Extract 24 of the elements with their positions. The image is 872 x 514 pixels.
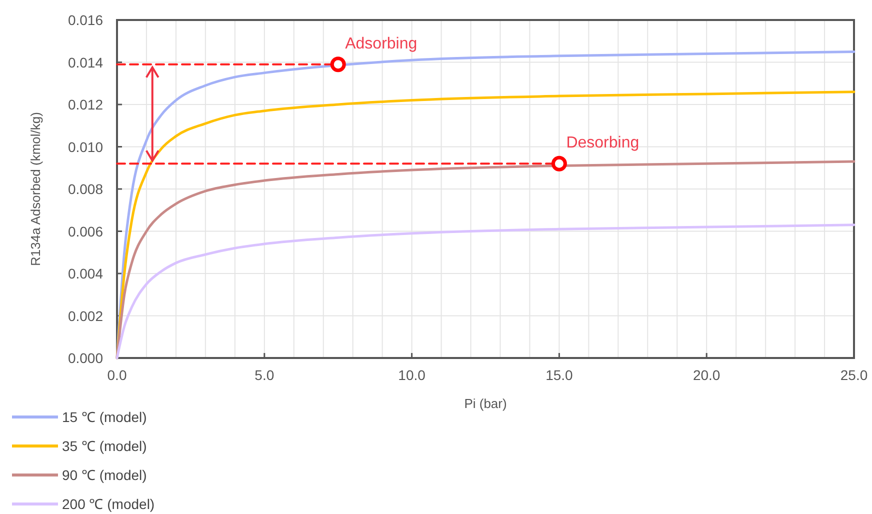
x-tick-label: 0.0 — [107, 367, 127, 383]
y-tick-label: 0.006 — [68, 223, 104, 240]
y-axis-title: R134a Adsorbed (kmol/kg) — [28, 112, 43, 266]
x-axis-title: Pi (bar) — [464, 396, 507, 411]
annotation: Adsorbing — [345, 35, 418, 52]
x-tick-label: 10.0 — [398, 367, 426, 383]
legend-label: 35 ℃ (model) — [62, 438, 147, 454]
y-tick-label: 0.016 — [68, 12, 104, 28]
legend-label: 15 ℃ (model) — [62, 409, 147, 425]
y-tick-label: 0.000 — [68, 350, 104, 366]
legend-label: 200 ℃ (model) — [62, 496, 155, 512]
x-tick-label: 20.0 — [692, 367, 720, 383]
y-tick-label: 0.014 — [68, 54, 104, 70]
y-tick-label: 0.012 — [68, 96, 104, 112]
line-series — [116, 224, 856, 360]
x-tick-label: 25.0 — [840, 367, 868, 383]
y-tick-label: 0.010 — [68, 138, 104, 155]
legend-label: 90 ℃ (model) — [62, 467, 147, 483]
y-tick-label: 0.008 — [68, 181, 104, 197]
y-tick-label: 0.004 — [68, 266, 104, 282]
annotation: Desorbing — [566, 134, 640, 152]
x-tick-label: 5.0 — [254, 367, 274, 383]
y-tick-label: 0.002 — [68, 308, 104, 324]
x-tick-label: 15.0 — [546, 367, 574, 383]
